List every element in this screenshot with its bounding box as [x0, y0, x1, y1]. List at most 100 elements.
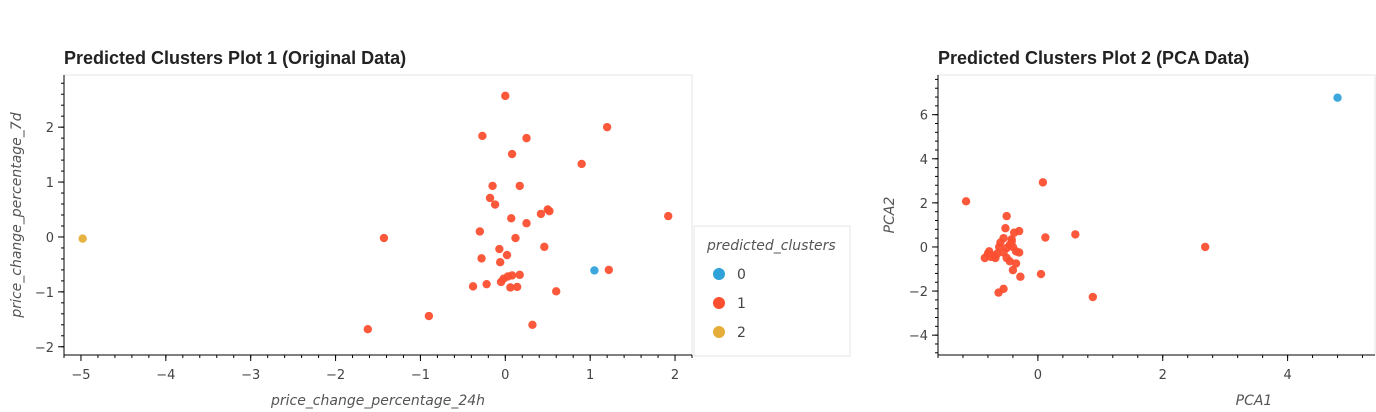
- data-point-cluster-1[interactable]: [1041, 233, 1050, 242]
- data-point-cluster-1[interactable]: [507, 214, 516, 223]
- chart1-x-label: price_change_percentage_24h: [270, 393, 485, 409]
- data-point-cluster-1[interactable]: [1002, 211, 1011, 221]
- data-point-cluster-1[interactable]: [1009, 228, 1019, 237]
- y-tick-label: −2: [909, 285, 928, 300]
- data-point-cluster-1[interactable]: [536, 209, 546, 219]
- data-point-cluster-1[interactable]: [482, 279, 491, 289]
- data-point-cluster-1[interactable]: [1007, 237, 1016, 246]
- legend-marker-1[interactable]: [713, 297, 725, 309]
- x-tick-label: −1: [411, 368, 430, 383]
- data-point-cluster-1[interactable]: [545, 206, 554, 216]
- legend-title: predicted_clusters: [706, 238, 836, 254]
- legend-marker-0[interactable]: [713, 268, 725, 280]
- chart-pca-data: Predicted Clusters Plot 2 (PCA Data) 0 2 4…: [882, 48, 1376, 409]
- data-point-cluster-1[interactable]: [1038, 178, 1048, 187]
- x-tick-label: −5: [71, 368, 90, 383]
- data-point-cluster-1[interactable]: [502, 250, 512, 260]
- data-point-cluster-1[interactable]: [507, 271, 517, 280]
- y-tick-label: 0: [920, 241, 928, 256]
- data-point-cluster-1[interactable]: [604, 265, 614, 275]
- data-point-cluster-1[interactable]: [522, 219, 531, 228]
- legend-marker-2[interactable]: [713, 326, 725, 338]
- data-point-cluster-1[interactable]: [478, 131, 487, 141]
- data-point-cluster-1[interactable]: [515, 270, 524, 280]
- y-tick-label: 6: [920, 109, 928, 124]
- data-point-cluster-1[interactable]: [379, 233, 389, 243]
- data-point-cluster-1[interactable]: [984, 247, 994, 256]
- chart1-points: [78, 91, 673, 334]
- data-point-cluster-1[interactable]: [1088, 292, 1098, 302]
- x-tick-label: −3: [241, 368, 260, 383]
- data-point-cluster-2[interactable]: [78, 234, 87, 243]
- chart1-plot-frame: [63, 74, 693, 356]
- data-point-cluster-1[interactable]: [1001, 224, 1010, 233]
- chart2-y-ticks: −4 −2 0 2 4 6: [909, 78, 938, 354]
- y-tick-label: −1: [35, 286, 54, 301]
- data-point-cluster-1[interactable]: [602, 122, 612, 132]
- data-point-cluster-1[interactable]: [475, 227, 485, 236]
- y-tick-label: 0: [46, 231, 54, 246]
- data-point-cluster-1[interactable]: [1011, 259, 1021, 268]
- y-tick-label: −2: [35, 341, 54, 356]
- data-point-cluster-1[interactable]: [495, 244, 504, 254]
- chart1-y-ticks: −2 −1 0 1 2: [35, 82, 64, 356]
- data-point-cluster-1[interactable]: [512, 282, 522, 292]
- y-tick-label: 4: [920, 153, 928, 168]
- data-point-cluster-1[interactable]: [363, 324, 373, 334]
- y-tick-label: 2: [46, 121, 54, 136]
- data-point-cluster-1[interactable]: [501, 91, 510, 101]
- data-point-cluster-1[interactable]: [522, 133, 531, 143]
- data-point-cluster-1[interactable]: [506, 283, 515, 292]
- data-point-cluster-0[interactable]: [1333, 93, 1342, 102]
- x-tick-label: 1: [586, 368, 594, 383]
- data-point-cluster-1[interactable]: [477, 254, 486, 263]
- chart1-y-label: price_change_percentage_7d: [9, 112, 25, 318]
- data-point-cluster-1[interactable]: [552, 287, 561, 296]
- chart-original-data: Predicted Clusters Plot 1 (Original Data…: [9, 48, 851, 409]
- data-point-cluster-1[interactable]: [1008, 265, 1018, 275]
- data-point-cluster-1[interactable]: [980, 253, 990, 263]
- data-point-cluster-1[interactable]: [496, 258, 505, 267]
- data-point-cluster-1[interactable]: [991, 253, 1000, 263]
- data-point-cluster-1[interactable]: [468, 282, 478, 291]
- data-point-cluster-1[interactable]: [507, 149, 517, 159]
- data-point-cluster-1[interactable]: [1036, 269, 1046, 279]
- legend-items: 0 1 2: [713, 267, 746, 341]
- y-tick-label: 1: [46, 176, 54, 191]
- chart2-points: [961, 93, 1342, 302]
- data-point-cluster-1[interactable]: [994, 288, 1003, 297]
- data-point-cluster-1[interactable]: [1200, 242, 1210, 252]
- chart1-legend: predicted_clusters 0 1 2: [693, 225, 851, 357]
- chart2-x-label: PCA1: [1236, 393, 1273, 409]
- data-point-cluster-1[interactable]: [511, 233, 520, 243]
- data-point-cluster-1[interactable]: [1014, 248, 1024, 257]
- legend-label-0[interactable]: 0: [737, 267, 746, 283]
- chart1-title: Predicted Clusters Plot 1 (Original Data…: [64, 48, 406, 68]
- data-point-cluster-1[interactable]: [496, 277, 506, 287]
- x-tick-label: 2: [671, 368, 679, 383]
- data-point-cluster-1[interactable]: [528, 320, 537, 330]
- data-point-cluster-1[interactable]: [490, 200, 500, 209]
- data-point-cluster-1[interactable]: [1071, 230, 1080, 239]
- data-point-cluster-1[interactable]: [488, 181, 497, 191]
- data-point-cluster-1[interactable]: [540, 242, 549, 252]
- data-point-cluster-1[interactable]: [664, 211, 673, 221]
- data-point-cluster-0[interactable]: [590, 266, 599, 275]
- data-point-cluster-1[interactable]: [961, 197, 971, 206]
- legend-label-2[interactable]: 2: [737, 325, 746, 341]
- x-tick-label: 4: [1283, 368, 1291, 383]
- chart2-y-label: PCA2: [882, 197, 898, 234]
- data-point-cluster-1[interactable]: [1002, 253, 1011, 263]
- data-point-cluster-1[interactable]: [577, 159, 586, 169]
- x-tick-label: −4: [156, 368, 175, 383]
- legend-label-1[interactable]: 1: [737, 296, 746, 312]
- y-tick-label: −4: [909, 329, 928, 344]
- data-point-cluster-1[interactable]: [515, 181, 524, 191]
- data-point-cluster-1[interactable]: [994, 242, 1004, 252]
- data-point-cluster-1[interactable]: [1016, 272, 1025, 281]
- chart2-title: Predicted Clusters Plot 2 (PCA Data): [938, 48, 1249, 68]
- data-point-cluster-1[interactable]: [424, 311, 434, 321]
- x-tick-label: 0: [501, 368, 509, 383]
- data-point-cluster-1[interactable]: [485, 193, 495, 203]
